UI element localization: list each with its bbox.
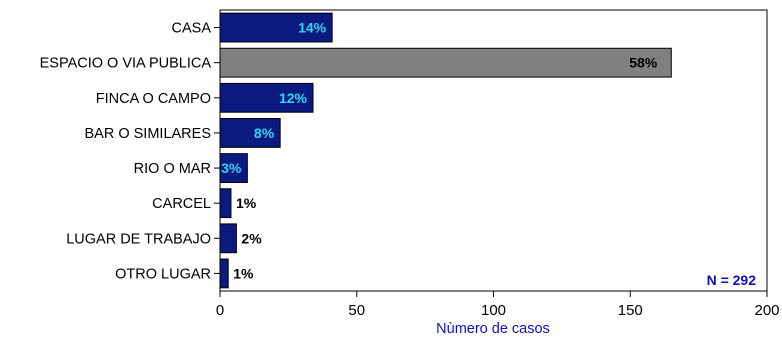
sample-size-annotation: N = 292 (707, 272, 757, 288)
category-label: FINCA O CAMPO (96, 91, 211, 107)
x-axis-label: Nùmero de casos (436, 321, 550, 337)
data-label: 14% (298, 20, 327, 36)
bars-group (219, 12, 672, 289)
category-label: BAR O SIMILARES (84, 126, 211, 142)
data-label: 8% (254, 125, 275, 141)
category-label: ESPACIO O VIA PUBLICA (40, 56, 212, 72)
bar-lugar-de-trabajo (219, 223, 237, 254)
category-label: RIO O MAR (134, 161, 211, 177)
category-labels-group: CASA ESPACIO O VIA PUBLICA FINCA O CAMPO BA… (40, 21, 220, 282)
x-tick-label: 150 (618, 302, 643, 319)
data-labels-group: 14% 58% 12% 8% 3% 1% 2% 1% (221, 20, 658, 282)
bar-carcel (219, 188, 232, 219)
data-label: 12% (279, 90, 308, 106)
category-label: CARCEL (152, 196, 211, 212)
x-ticks-group: 0 50 100 150 200 (216, 291, 780, 319)
data-label: 1% (233, 265, 254, 281)
x-tick-label: 50 (348, 302, 365, 319)
data-label: 58% (629, 55, 658, 71)
bar-otro-lugar (219, 258, 229, 289)
x-tick-label: 100 (481, 302, 506, 319)
bar-finca-o-campo (219, 82, 314, 113)
bar-espacio-o-via-publica (219, 47, 672, 78)
category-label: LUGAR DE TRABAJO (66, 231, 211, 247)
data-label: 2% (241, 230, 262, 246)
x-tick-label: 200 (754, 302, 779, 319)
category-label: OTRO LUGAR (115, 266, 211, 282)
data-label: 1% (236, 195, 257, 211)
data-label: 3% (221, 160, 242, 176)
bar-casa (219, 12, 333, 43)
category-label: CASA (172, 21, 212, 37)
x-tick-label: 0 (216, 302, 224, 319)
bar-bar-o-similares (219, 118, 281, 148)
